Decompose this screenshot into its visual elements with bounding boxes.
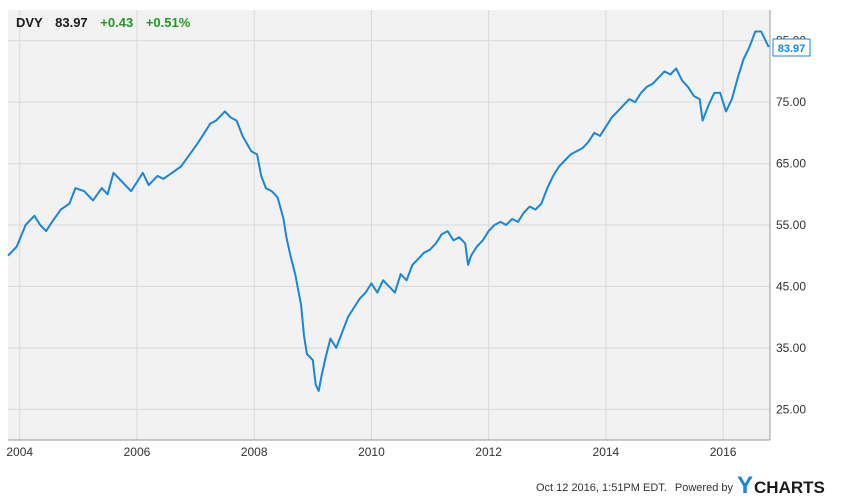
footer-text: Oct 12 2016, 1:51PM EDT. Powered by	[536, 482, 734, 494]
last-value-label: 83.97	[778, 43, 806, 55]
series-layer	[7, 30, 770, 392]
x-tick-label: 2010	[358, 445, 385, 459]
ycharts-logo[interactable]: YCHARTS	[737, 472, 825, 499]
series-line	[7, 30, 770, 392]
x-tick-label: 2004	[6, 445, 33, 459]
y-tick-label: 55.00	[776, 218, 806, 232]
y-tick-label: 75.00	[776, 95, 806, 109]
x-tick-label: 2006	[124, 445, 151, 459]
last-value-badge: 83.97	[772, 38, 811, 57]
x-tick-label: 2016	[710, 445, 737, 459]
y-tick-label: 25.00	[776, 402, 806, 416]
ycharts-logo-y: Y	[737, 472, 753, 499]
last-price: 83.97	[55, 15, 88, 30]
timestamp: Oct 12 2016, 1:51PM EDT.	[536, 482, 667, 494]
y-tick-label: 35.00	[776, 341, 806, 355]
x-tick-label: 2014	[593, 445, 620, 459]
x-tick-label: 2008	[241, 445, 268, 459]
header-row: DVY 83.97 +0.43 +0.51%	[16, 15, 191, 30]
ycharts-logo-text: CHARTS	[754, 478, 825, 497]
price-change-percent: +0.51%	[146, 15, 191, 30]
y-tick-label: 65.00	[776, 157, 806, 171]
x-tick-label: 2012	[475, 445, 502, 459]
price-change: +0.43	[100, 15, 133, 30]
powered-by-label: Powered by	[675, 482, 734, 494]
y-tick-label: 45.00	[776, 279, 806, 293]
last-value-badge-box	[772, 38, 811, 57]
axes: 25.0035.0045.0055.0065.0075.0085.0020042…	[6, 10, 806, 459]
ticker-symbol: DVY	[16, 15, 43, 30]
